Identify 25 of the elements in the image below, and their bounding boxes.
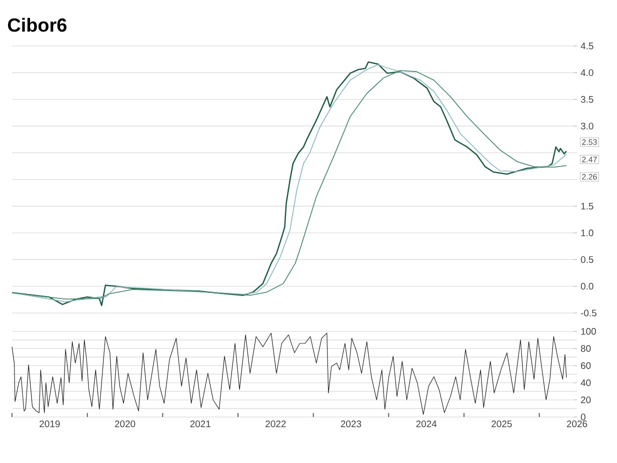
x-tick-label: 2022 [266, 420, 286, 428]
y-tick-label: 3.5 [580, 96, 594, 103]
y-tick-label: 0.0 [580, 282, 594, 290]
y-tick-label: 1.0 [581, 230, 594, 236]
y-tick-label: 100 [581, 328, 596, 335]
y-tick-label: 0 [580, 414, 586, 420]
y-tick-label: 1.5 [581, 202, 594, 210]
y-tick-label: 3.0 [580, 122, 594, 130]
y-tick-label: 20 [580, 396, 591, 404]
x-tick-label: 2024 [416, 420, 437, 428]
y-tick-label: 80 [580, 345, 591, 352]
y-tick-label: 60 [581, 362, 591, 369]
y-tick-label: 4.0 [580, 69, 594, 76]
line-series [12, 332, 567, 415]
y-tick-label: 40 [580, 379, 591, 386]
x-tick-label: 2023 [340, 420, 362, 428]
y-tick-label: 0.5 [580, 256, 594, 263]
x-tick-label: 2021 [190, 420, 210, 428]
y-tick-label: -0.5 [580, 310, 596, 316]
x-tick-label: 2019 [40, 420, 60, 428]
x-tick-label: 2020 [114, 420, 136, 428]
y-tick-label: 4.5 [580, 42, 594, 50]
x-tick-label: 2026 [566, 420, 588, 428]
x-tick-label: 2025 [492, 420, 512, 428]
chart-title: Cibor6 [8, 18, 66, 32]
